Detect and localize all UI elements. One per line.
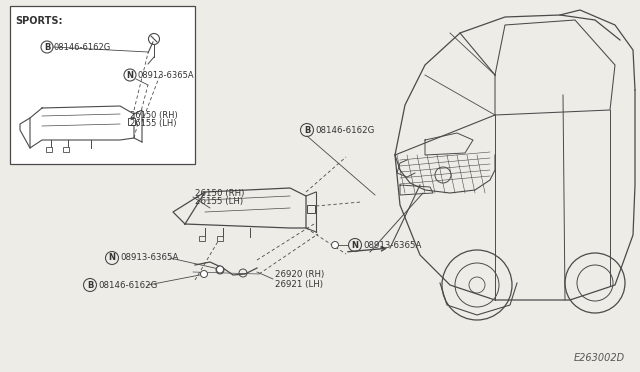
Text: 26155 (LH): 26155 (LH) [130, 119, 177, 128]
Text: SPORTS:: SPORTS: [15, 16, 63, 26]
Text: 08146-6162G: 08146-6162G [54, 42, 111, 51]
Text: 08146-6162G: 08146-6162G [315, 125, 374, 135]
Text: 26920 (RH): 26920 (RH) [275, 270, 324, 279]
Bar [63, 147, 69, 152]
Text: 08146-6162G: 08146-6162G [98, 280, 157, 289]
Text: N: N [127, 71, 134, 80]
Bar [128, 118, 135, 125]
Text: B: B [44, 42, 50, 51]
Text: B: B [87, 280, 93, 289]
Text: 26150 (RH): 26150 (RH) [195, 189, 244, 198]
Bar [217, 236, 223, 241]
Text: B: B [304, 125, 310, 135]
Text: 26150 (RH): 26150 (RH) [130, 110, 178, 119]
Text: N: N [351, 241, 358, 250]
Circle shape [200, 270, 207, 278]
Text: 08913-6365A: 08913-6365A [137, 71, 194, 80]
Bar [199, 236, 205, 241]
Circle shape [216, 266, 223, 273]
Bar [307, 205, 315, 213]
Circle shape [332, 241, 339, 248]
Text: 26155 (LH): 26155 (LH) [195, 196, 243, 205]
Bar [10, 6, 195, 164]
Bar [46, 147, 52, 152]
Text: 08913-6365A: 08913-6365A [120, 253, 179, 263]
Text: 08913-6365A: 08913-6365A [363, 241, 421, 250]
Text: N: N [109, 253, 115, 263]
Text: 26921 (LH): 26921 (LH) [275, 279, 323, 289]
Text: E263002D: E263002D [574, 353, 625, 363]
